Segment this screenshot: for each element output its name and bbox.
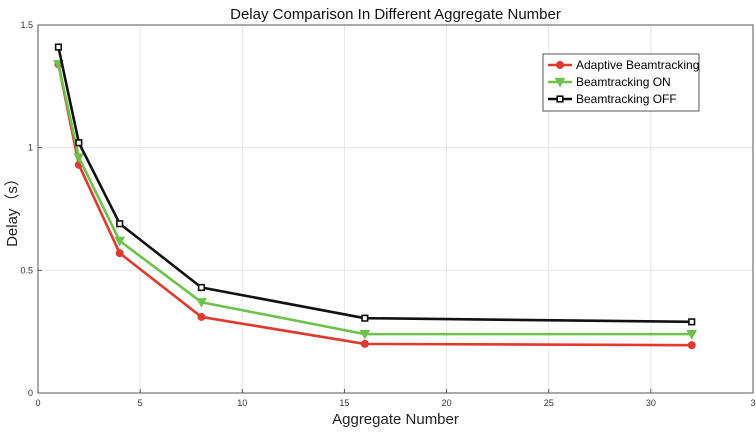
x-tick-label: 5 (138, 398, 143, 408)
data-point-marker (556, 61, 564, 69)
x-tick-label: 3 (750, 398, 755, 408)
series-group (53, 43, 698, 350)
plot-frame (37, 24, 754, 394)
data-point-marker (687, 341, 696, 350)
data-point-marker (197, 312, 206, 321)
legend: Adaptive Beamtracking Beamtracking ON Beam… (542, 53, 700, 112)
data-point-marker (360, 339, 369, 348)
legend-item: Beamtracking OFF (548, 92, 677, 106)
data-point-marker (75, 139, 83, 147)
y-tick-label: 1.5 (20, 20, 33, 30)
x-tick-label: 25 (544, 398, 554, 408)
y-tick-label: 1 (28, 143, 33, 153)
data-point-marker (115, 249, 124, 258)
x-tick-label: 0 (35, 398, 40, 408)
chart-title: Delay Comparison In Different Aggregate … (230, 6, 561, 23)
legend-label: Beamtracking ON (576, 75, 671, 89)
y-tick-label: 0 (28, 388, 33, 398)
x-axis-title: Aggregate Number (332, 411, 459, 428)
data-point-marker (688, 318, 696, 326)
data-point-marker (554, 77, 566, 88)
x-tick-label: 10 (237, 398, 247, 408)
legend-label: Adaptive Beamtracking (576, 58, 699, 72)
data-point-marker (556, 95, 564, 103)
data-point-marker (114, 236, 126, 247)
data-point-marker (196, 298, 207, 308)
series-line (57, 46, 692, 324)
x-tick-label: 30 (646, 398, 656, 408)
data-point-marker (54, 43, 63, 51)
data-point-marker (686, 330, 698, 340)
y-axis-title: Delay（s） (4, 171, 21, 247)
x-tick-label: 20 (442, 398, 452, 408)
tick-labels: 0 5 10 15 20 25 30 300.511.5 (20, 20, 755, 408)
data-point-marker (116, 220, 124, 228)
legend-item: Beamtracking ON (548, 75, 671, 89)
data-point-marker (73, 153, 85, 164)
y-tick-label: 0.5 (20, 265, 33, 275)
series-beamtracking-off (54, 43, 696, 326)
x-tick-label: 15 (339, 398, 349, 408)
axes (37, 24, 754, 394)
legend-label: Beamtracking OFF (576, 92, 677, 106)
legend-item: Adaptive Beamtracking (548, 58, 699, 72)
series-line (57, 63, 692, 347)
data-point-marker (361, 314, 369, 322)
data-point-marker (197, 283, 206, 292)
data-point-marker (359, 330, 371, 340)
